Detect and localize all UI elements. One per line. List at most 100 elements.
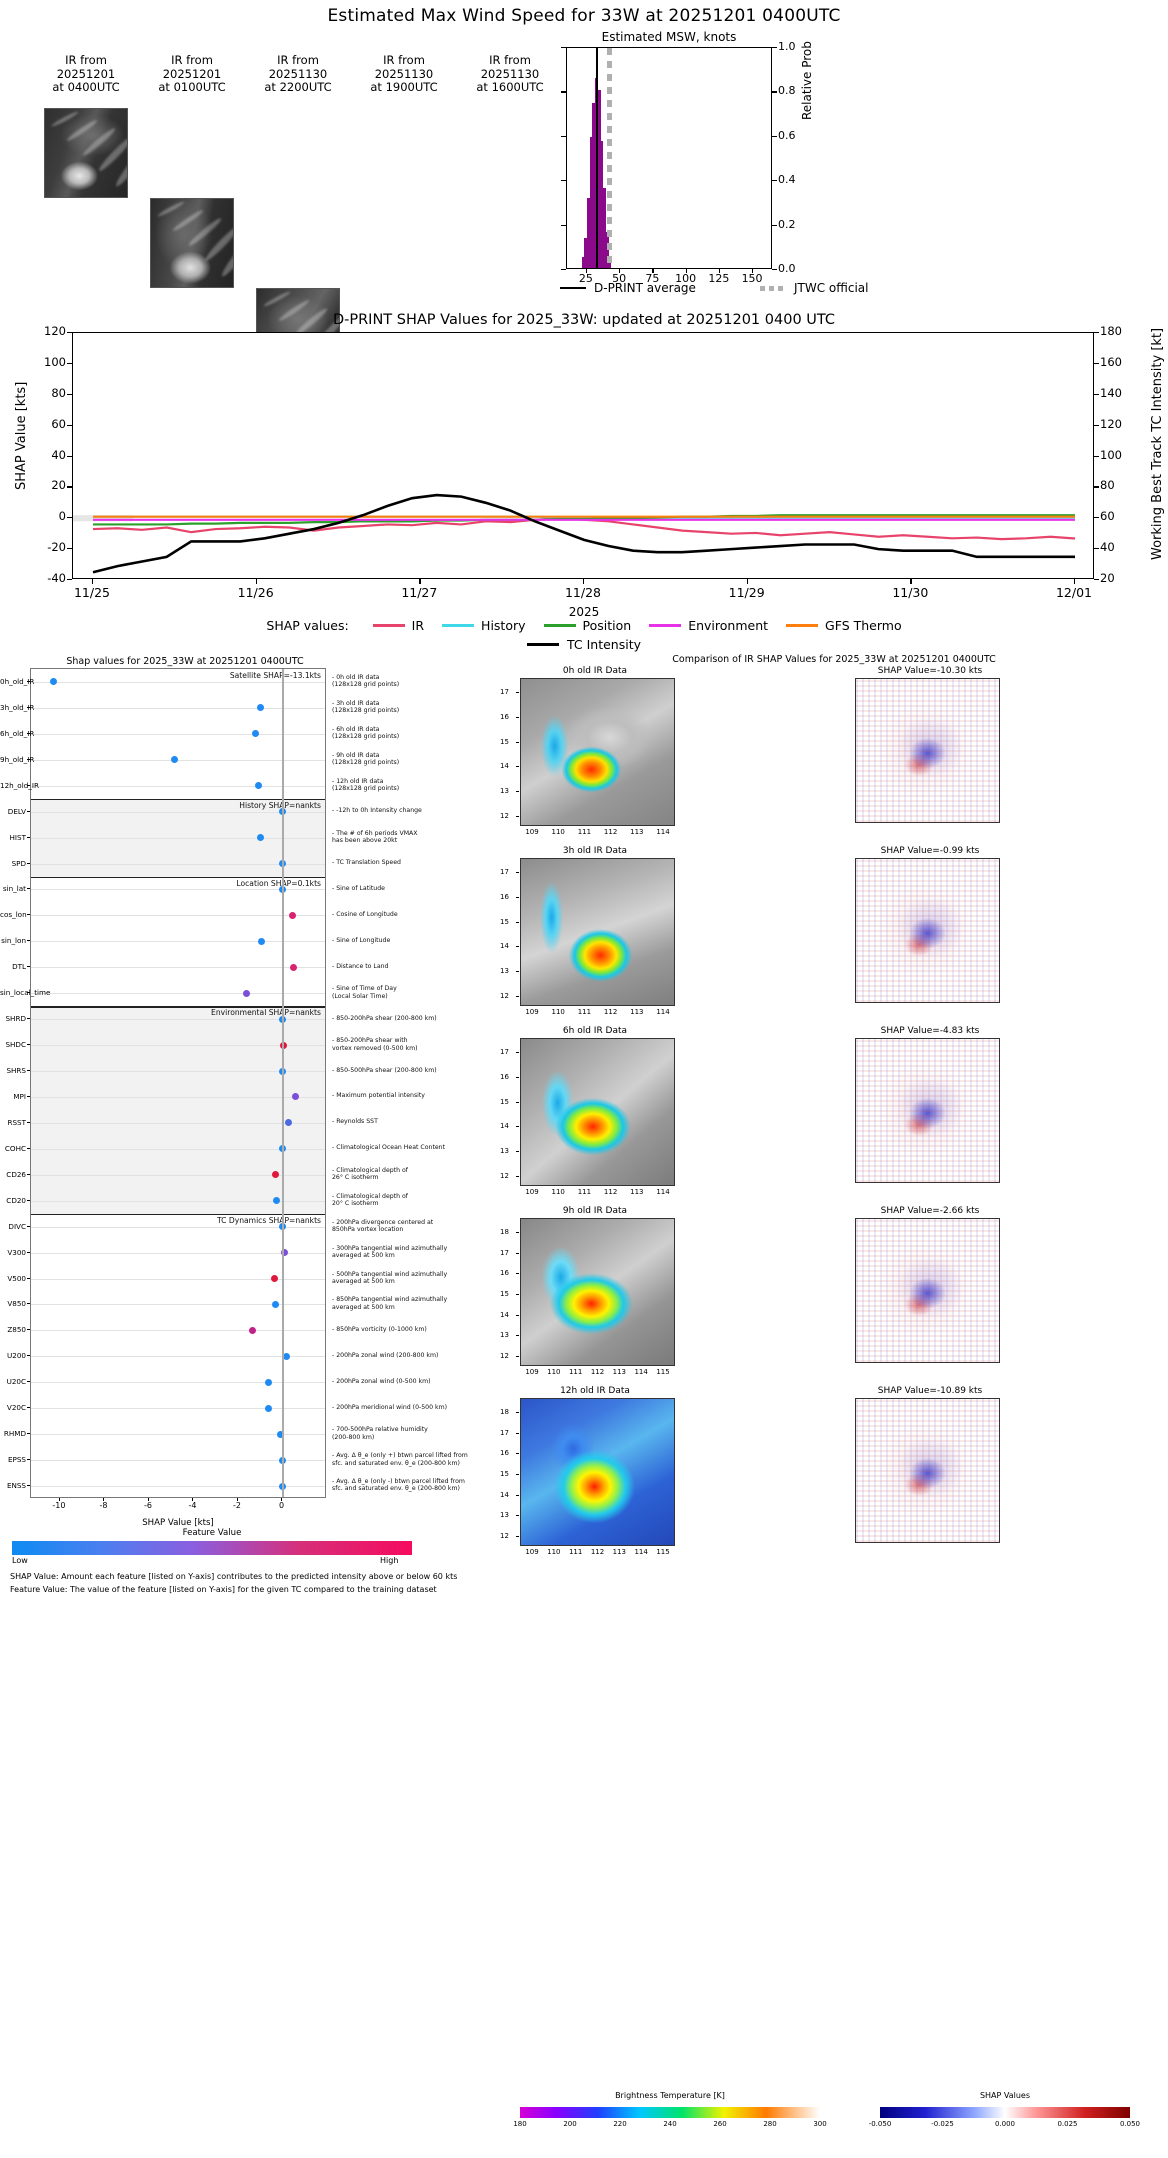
ir-x-tick: 111 bbox=[577, 1008, 592, 1016]
shap-gridline bbox=[31, 1071, 325, 1073]
ir-x-tick: 112 bbox=[603, 1008, 618, 1016]
tick-mark bbox=[516, 1252, 519, 1254]
shap-x-axis-label: SHAP Value [kts] bbox=[142, 1518, 214, 1528]
brightness-temperature-colorbar bbox=[520, 2107, 820, 2118]
tick-mark bbox=[27, 784, 30, 786]
histogram-bar bbox=[600, 141, 604, 268]
group-separator bbox=[31, 798, 325, 801]
satellite-ir-render bbox=[521, 1399, 674, 1545]
tick-mark bbox=[516, 1314, 519, 1316]
timeseries-plot bbox=[72, 332, 1094, 579]
shap-gridline bbox=[31, 1278, 325, 1280]
shap-feature-description: - Cosine of Longitude bbox=[332, 910, 398, 918]
shap-point bbox=[171, 756, 179, 764]
ir-data-subtitle: 9h old IR Data bbox=[562, 1206, 628, 1216]
shap-feature-label: 0h_old_IR bbox=[0, 676, 35, 686]
ir-y-tick: 14 bbox=[500, 942, 509, 951]
shap-feature-label: ENSS bbox=[6, 1481, 26, 1491]
tick-mark bbox=[67, 579, 72, 581]
shap-heatmap-render bbox=[856, 1399, 999, 1542]
tick-mark bbox=[27, 1381, 30, 1383]
shap-gridline bbox=[31, 1200, 325, 1202]
timeseries-y-tick-left: 60 bbox=[51, 416, 66, 431]
ir-y-tick: 17 bbox=[500, 868, 509, 876]
shap-value-subtitle: SHAP Value=-4.83 kts bbox=[880, 1026, 980, 1036]
ir-y-tick: 13 bbox=[500, 1511, 509, 1520]
tick-mark bbox=[516, 1294, 519, 1295]
tick-mark bbox=[236, 1498, 238, 1501]
shap-feature-description: - 200hPa meridional wind (0-500 km) bbox=[332, 1403, 448, 1411]
ir-thumb-caption: IR from 20251130 at 1900UTC bbox=[370, 53, 438, 94]
shap-point bbox=[290, 963, 298, 971]
shap-feature-label: EPSS bbox=[7, 1455, 26, 1465]
shap-gridline bbox=[31, 733, 325, 735]
timeseries-title: D-PRINT SHAP Values for 2025_33W: update… bbox=[332, 312, 836, 328]
shap-point bbox=[289, 911, 296, 919]
histogram-bar bbox=[602, 187, 607, 268]
shap-heatmap-image bbox=[855, 1038, 1000, 1183]
shap-feature-label: CD26 bbox=[6, 1169, 26, 1179]
timeseries-right-axis-label: Working Best Track TC Intensity [kt] bbox=[1150, 327, 1165, 560]
shap-values-colorbar-title: SHAP Values bbox=[979, 2091, 1031, 2100]
timeseries-y-tick-right: 80 bbox=[1100, 478, 1115, 493]
legend-item-intensity: TC Intensity bbox=[526, 637, 641, 652]
tick-mark bbox=[516, 946, 519, 948]
timeseries-left-axis-label: SHAP Value [kts] bbox=[14, 381, 29, 490]
ir-y-tick: 17 bbox=[500, 1248, 509, 1257]
shap-feature-description: - 850hPa vorticity (0-1000 km) bbox=[332, 1325, 427, 1333]
shap-gridline bbox=[31, 863, 325, 865]
shap-point bbox=[283, 1352, 291, 1360]
tick-mark bbox=[281, 1498, 283, 1501]
tick-mark bbox=[1094, 548, 1099, 550]
shap-zero-line bbox=[282, 669, 284, 1497]
timeseries-y-tick-left: 100 bbox=[44, 354, 66, 369]
solid-line-icon bbox=[560, 287, 586, 289]
timeseries-y-tick-left: -20 bbox=[47, 540, 66, 555]
tick-mark bbox=[516, 1453, 519, 1455]
shap-feature-description: - The # of 6h periods VMAX has been above… bbox=[332, 829, 418, 844]
tick-mark bbox=[516, 791, 519, 793]
legend-line-icon bbox=[442, 624, 475, 627]
shap-point bbox=[292, 1093, 300, 1101]
shap-gridline bbox=[31, 837, 325, 839]
tick-mark bbox=[516, 921, 519, 923]
tick-mark bbox=[27, 1251, 30, 1253]
tick-mark bbox=[561, 91, 566, 93]
shap-gridline bbox=[31, 1045, 325, 1047]
shap-point bbox=[281, 1249, 289, 1257]
shap-feature-label: DELV bbox=[7, 806, 26, 816]
tick-mark bbox=[27, 1018, 30, 1020]
ir-x-tick: 114 bbox=[656, 1188, 670, 1196]
tick-mark bbox=[58, 1498, 60, 1501]
timeseries-y-tick-left: 80 bbox=[51, 385, 66, 400]
tick-mark bbox=[772, 180, 777, 182]
ir-y-tick: 12 bbox=[500, 1172, 509, 1180]
tick-mark bbox=[516, 1101, 519, 1103]
tick-mark bbox=[27, 1044, 30, 1046]
ir-x-tick: 112 bbox=[590, 1548, 605, 1556]
shap-noise-texture bbox=[856, 1219, 999, 1362]
shap-feature-description: - 0h old IR data (128x128 grid points) bbox=[332, 673, 400, 689]
tick-mark bbox=[67, 332, 72, 334]
tick-mark bbox=[192, 1498, 194, 1501]
dashed-line-icon bbox=[760, 285, 786, 291]
shap-gridline bbox=[31, 759, 325, 761]
timeseries-y-tick-right: 20 bbox=[1100, 571, 1115, 585]
tick-mark bbox=[27, 1459, 30, 1461]
timeseries-x-tick: 11/29 bbox=[728, 585, 765, 600]
tick-mark bbox=[27, 1277, 30, 1279]
shap-feature-description: - 200hPa divergence centered at 850hPa vo… bbox=[332, 1218, 434, 1234]
histogram-y-axis-label: Relative Prob bbox=[800, 41, 814, 120]
tick-mark bbox=[561, 269, 566, 271]
legend-label: TC Intensity bbox=[566, 637, 641, 652]
shap-colorbar-tick: -0.050 bbox=[868, 2120, 892, 2128]
ir-y-tick: 15 bbox=[500, 917, 509, 926]
shap-gridline bbox=[31, 1434, 325, 1436]
ir-y-tick: 13 bbox=[500, 787, 509, 796]
ir-y-tick: 13 bbox=[500, 1331, 509, 1340]
ir-thumb-caption: IR from 20251201 at 0100UTC bbox=[158, 53, 226, 94]
ir-x-tick: 111 bbox=[577, 1188, 592, 1196]
ir-x-tick: 109 bbox=[525, 1008, 539, 1016]
footnote-shap-value: SHAP Value: Amount each feature [listed … bbox=[10, 1572, 458, 1581]
tick-mark bbox=[516, 1076, 519, 1078]
